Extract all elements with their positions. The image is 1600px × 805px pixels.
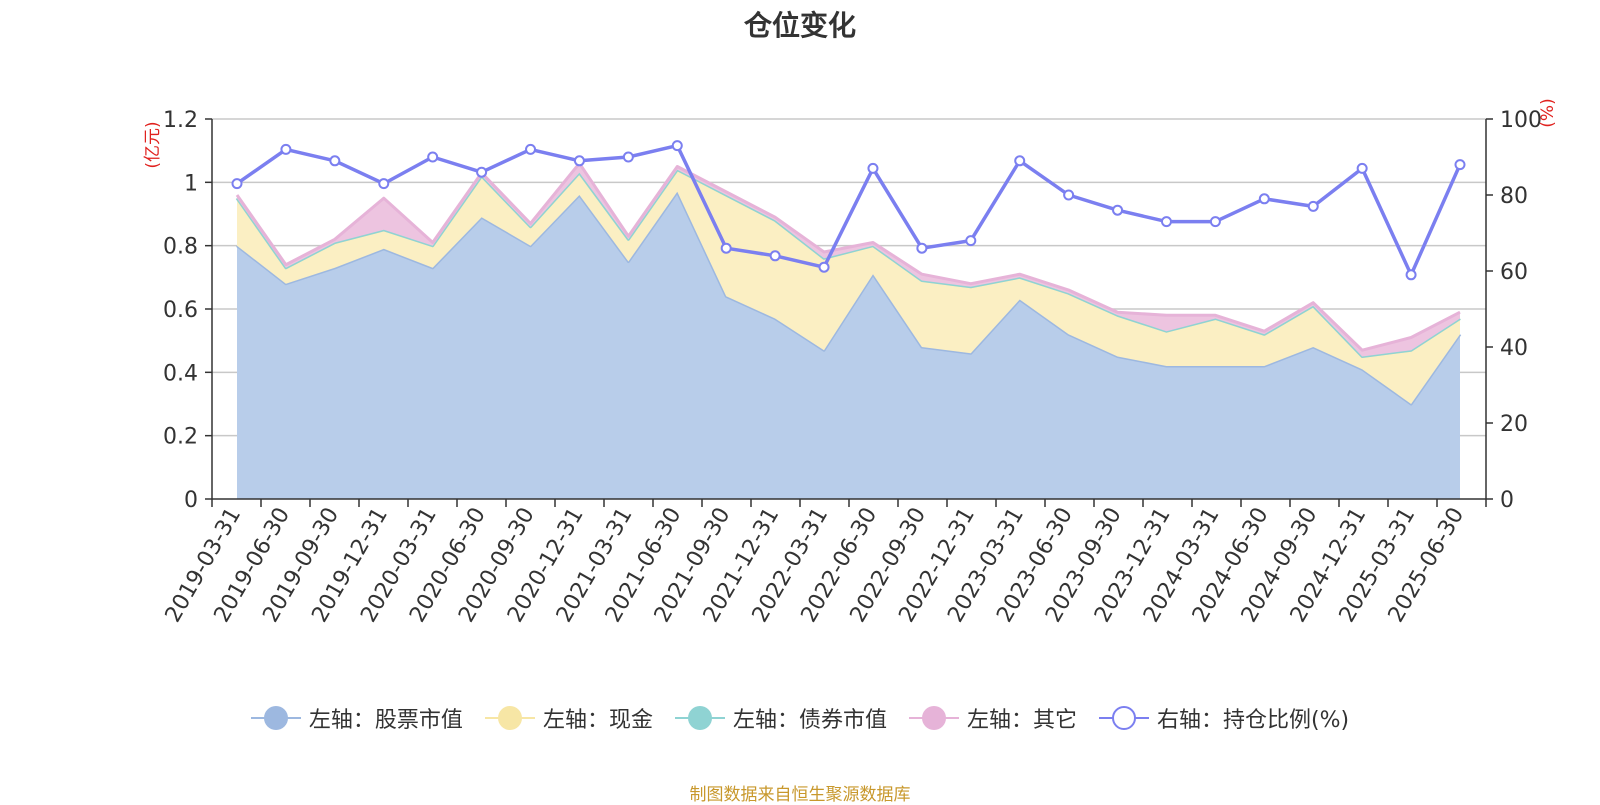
area-series-line-4 — [235, 161, 1461, 352]
left-tick-label: 0 — [184, 488, 198, 513]
legend-label: 右轴：持仓比例(%) — [1156, 708, 1350, 733]
right-tick-label: 20 — [1500, 412, 1528, 437]
ratio-point — [818, 261, 830, 273]
legend-marker-icon — [484, 704, 535, 732]
chart-title: 仓位变化 — [743, 9, 856, 42]
right-tick-label: 0 — [1500, 488, 1514, 513]
area-series-2 — [237, 169, 1460, 404]
left-tick-label: 0.4 — [163, 361, 198, 386]
ratio-point — [1112, 204, 1124, 216]
legend-item[interactable]: 左轴：现金 — [484, 702, 653, 734]
left-tick-label: 0.6 — [163, 298, 198, 323]
area-series-4 — [237, 163, 1460, 357]
legend-marker-icon — [908, 704, 959, 732]
ratio-point — [1258, 193, 1270, 205]
right-axis-label: (%) — [1538, 98, 1558, 127]
ratio-point — [1356, 162, 1368, 174]
ratio-series-line — [235, 143, 1462, 277]
stacked-areas — [235, 161, 1462, 500]
ratio-point — [1063, 189, 1075, 201]
legend-item[interactable]: 左轴：债券市值 — [674, 702, 887, 734]
legend-label: 左轴：其它 — [966, 708, 1077, 733]
ratio-point — [916, 242, 928, 254]
legend-item[interactable]: 左轴：股票市值 — [250, 702, 463, 734]
ratio-point — [1209, 216, 1221, 228]
legend-label: 左轴：股票市值 — [308, 708, 463, 733]
legend-item[interactable]: 左轴：其它 — [908, 702, 1077, 734]
ratio-point — [1405, 269, 1417, 281]
ratio-point — [1454, 159, 1466, 171]
legend: 左轴：股票市值 左轴：现金 左轴：债券市值 左轴：其它 右轴：持仓比例(%) — [0, 702, 1600, 734]
ratio-point — [427, 151, 439, 163]
ratio-point — [965, 235, 977, 247]
left-axis-label: (亿元) — [143, 121, 163, 168]
ratio-point — [525, 143, 537, 155]
ratio-point — [1014, 155, 1026, 167]
right-tick-label: 40 — [1500, 336, 1528, 361]
left-tick-label: 0.8 — [163, 235, 198, 260]
legend-label: 左轴：现金 — [542, 708, 653, 733]
legend-marker-icon — [1098, 704, 1149, 732]
legend-item[interactable]: 右轴：持仓比例(%) — [1098, 702, 1350, 734]
left-tick-label: 0.2 — [163, 425, 198, 450]
ratio-point — [769, 250, 781, 262]
legend-marker-icon — [250, 704, 301, 732]
ratio-line — [231, 140, 1466, 281]
footer-source-note: 制图数据来自恒生聚源数据库 — [689, 785, 911, 805]
ratio-point — [1160, 216, 1172, 228]
right-tick-label: 80 — [1500, 184, 1528, 209]
ratio-point — [231, 178, 243, 190]
ratio-point — [671, 140, 683, 152]
right-tick-label: 100 — [1500, 108, 1542, 133]
ratio-point — [476, 166, 488, 178]
ratio-point — [573, 155, 585, 167]
right-tick-label: 60 — [1500, 260, 1528, 285]
left-tick-label: 1 — [184, 171, 198, 196]
legend-marker-icon — [674, 704, 725, 732]
ratio-point — [1307, 200, 1319, 212]
ratio-point — [378, 178, 390, 190]
area-series-1 — [237, 191, 1460, 500]
ratio-point — [867, 162, 879, 174]
legend-label: 左轴：债券市值 — [732, 708, 887, 733]
left-tick-label: 1.2 — [163, 108, 198, 133]
chart-plot: 00.20.40.60.811.2020406080100(亿元)(%)2019… — [143, 98, 1558, 626]
ratio-point — [280, 143, 292, 155]
ratio-point — [622, 151, 634, 163]
ratio-point — [720, 242, 732, 254]
ratio-point — [329, 155, 341, 167]
